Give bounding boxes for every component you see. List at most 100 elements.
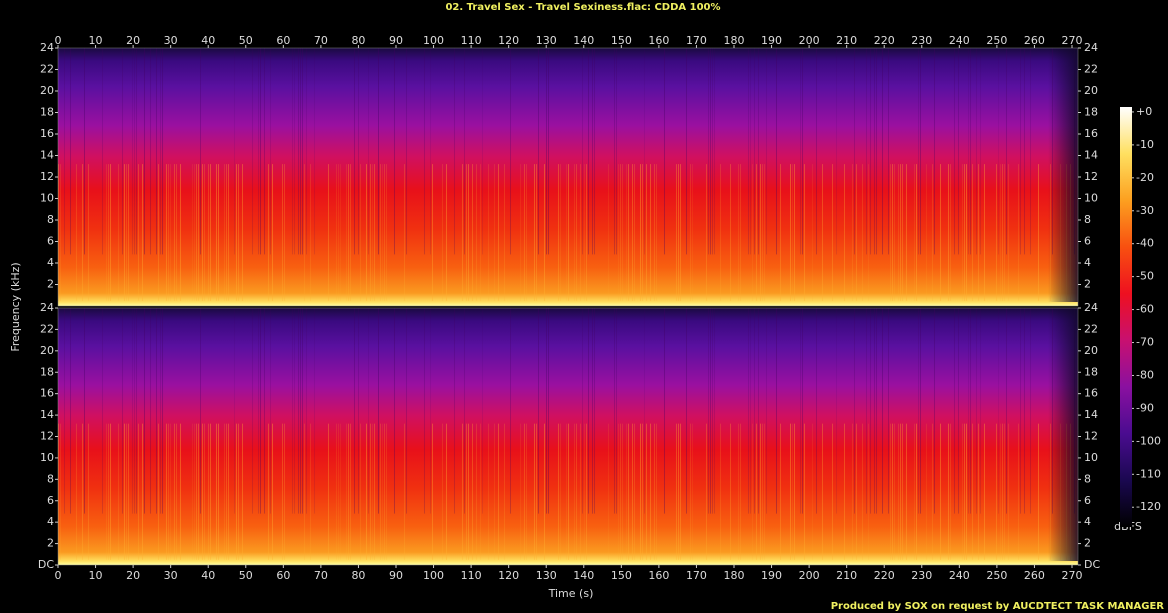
y-tick-label-right: 14: [1084, 149, 1098, 162]
spectrogram-texture: [870, 308, 871, 514]
spectrogram-texture: [200, 308, 201, 514]
y-tick-label: 6: [47, 235, 54, 248]
spectrogram-texture: [454, 308, 455, 514]
spectrogram-texture: [442, 164, 443, 301]
spectrogram-texture: [856, 423, 857, 560]
spectrogram-texture: [348, 423, 349, 560]
spectrogram-texture: [888, 308, 889, 514]
chart-title: 02. Travel Sex - Travel Sexiness.flac: C…: [445, 2, 720, 13]
spectrogram-texture: [866, 48, 867, 255]
y-tick-label-right: 18: [1084, 106, 1098, 119]
spectrogram-texture: [454, 48, 455, 255]
spectrogram-texture: [524, 423, 525, 560]
spectrogram-texture: [462, 423, 463, 560]
spectrogram-texture: [686, 48, 687, 255]
spectrogram-texture: [526, 423, 527, 560]
spectrogram-texture: [432, 164, 433, 301]
spectrogram-texture: [536, 164, 537, 301]
spectrogram-texture: [144, 48, 145, 255]
spectrogram-texture: [766, 48, 767, 255]
y-tick-label: 16: [40, 127, 54, 140]
spectrogram-texture: [790, 423, 791, 560]
spectrogram-texture: [906, 423, 907, 560]
spectrogram-texture: [194, 423, 195, 560]
spectrogram-texture: [1000, 164, 1001, 301]
footer: Produced by SOX on request by AUCDTECT T…: [831, 601, 1165, 612]
spectrogram-texture: [238, 164, 239, 301]
spectrogram-texture: [394, 308, 395, 514]
spectrogram-texture: [1020, 308, 1021, 514]
x-tick-label: 120: [498, 569, 519, 582]
spectrogram-texture: [998, 308, 999, 514]
spectrogram-texture: [862, 164, 863, 301]
spectrogram-texture: [170, 164, 171, 301]
spectrogram-texture: [676, 423, 677, 560]
spectrogram-texture: [640, 423, 641, 560]
spectrogram-texture: [216, 164, 217, 301]
spectrogram-texture: [354, 308, 355, 514]
spectrogram-texture: [898, 423, 899, 560]
spectrogram-texture: [634, 423, 635, 560]
spectrogram-texture: [446, 423, 447, 560]
spectrogram-texture: [350, 164, 351, 301]
spectrogram-texture: [134, 48, 135, 255]
spectrogram-texture: [764, 423, 765, 560]
spectrogram-texture: [174, 423, 175, 560]
x-tick-label: 260: [1024, 34, 1045, 47]
spectrogram-texture: [350, 423, 351, 560]
spectrogram-texture: [948, 423, 949, 560]
spectrogram-texture: [780, 423, 781, 560]
spectrogram-texture: [292, 308, 293, 514]
y-tick-label-right: 6: [1084, 494, 1091, 507]
spectrogram-texture: [816, 308, 817, 514]
spectrogram-texture: [488, 423, 489, 560]
spectrogram-texture: [226, 164, 227, 301]
spectrogram-texture: [192, 164, 193, 301]
spectrogram-texture: [468, 164, 469, 301]
spectrogram-texture: [892, 164, 893, 301]
spectrogram-texture: [558, 164, 559, 301]
colorbar-tick-label: -30: [1136, 204, 1154, 217]
spectrogram-texture: [964, 164, 965, 301]
spectrogram-texture: [310, 164, 311, 301]
spectrogram-texture: [656, 164, 657, 301]
spectrogram-texture: [504, 423, 505, 560]
spectrogram-texture: [852, 164, 853, 301]
spectrogram-texture: [650, 164, 651, 301]
x-tick-label: 190: [761, 34, 782, 47]
spectrogram-texture: [372, 423, 373, 560]
colorbar-tick-label: -50: [1136, 270, 1154, 283]
spectrogram-texture: [144, 308, 145, 514]
spectrogram-texture: [366, 423, 367, 560]
spectrogram-texture: [690, 423, 691, 560]
spectrogram-texture: [1024, 48, 1025, 255]
spectrogram-texture: [204, 423, 205, 560]
spectrogram-texture: [580, 423, 581, 560]
spectrogram-texture: [898, 164, 899, 301]
spectrogram-texture: [566, 423, 567, 560]
spectrogram-texture: [1018, 164, 1019, 301]
x-tick-label: 170: [686, 569, 707, 582]
spectrogram-texture: [218, 423, 219, 560]
spectrogram-texture: [836, 48, 837, 255]
spectrogram-texture: [714, 308, 715, 514]
spectrogram-texture: [680, 423, 681, 560]
spectrogram-texture: [260, 48, 261, 255]
spectrogram-texture: [380, 164, 381, 301]
spectrogram-texture: [680, 164, 681, 301]
spectrogram-texture: [358, 48, 359, 255]
spectrogram-texture: [574, 164, 575, 301]
spectrogram-texture: [654, 164, 655, 301]
x-tick-label: 10: [89, 34, 103, 47]
spectrogram-texture: [790, 164, 791, 301]
spectrogram-texture: [844, 423, 845, 560]
spectrogram-background: [58, 308, 1078, 565]
spectrogram-texture: [538, 308, 539, 514]
spectrogram-texture: [150, 308, 151, 514]
spectrogram-texture: [158, 423, 159, 560]
spectrogram-texture: [328, 164, 329, 301]
colorbar-tick-label: -80: [1136, 368, 1154, 381]
spectrogram-texture: [1030, 48, 1031, 255]
spectrogram-texture: [996, 164, 997, 301]
spectrogram-texture: [134, 308, 135, 514]
